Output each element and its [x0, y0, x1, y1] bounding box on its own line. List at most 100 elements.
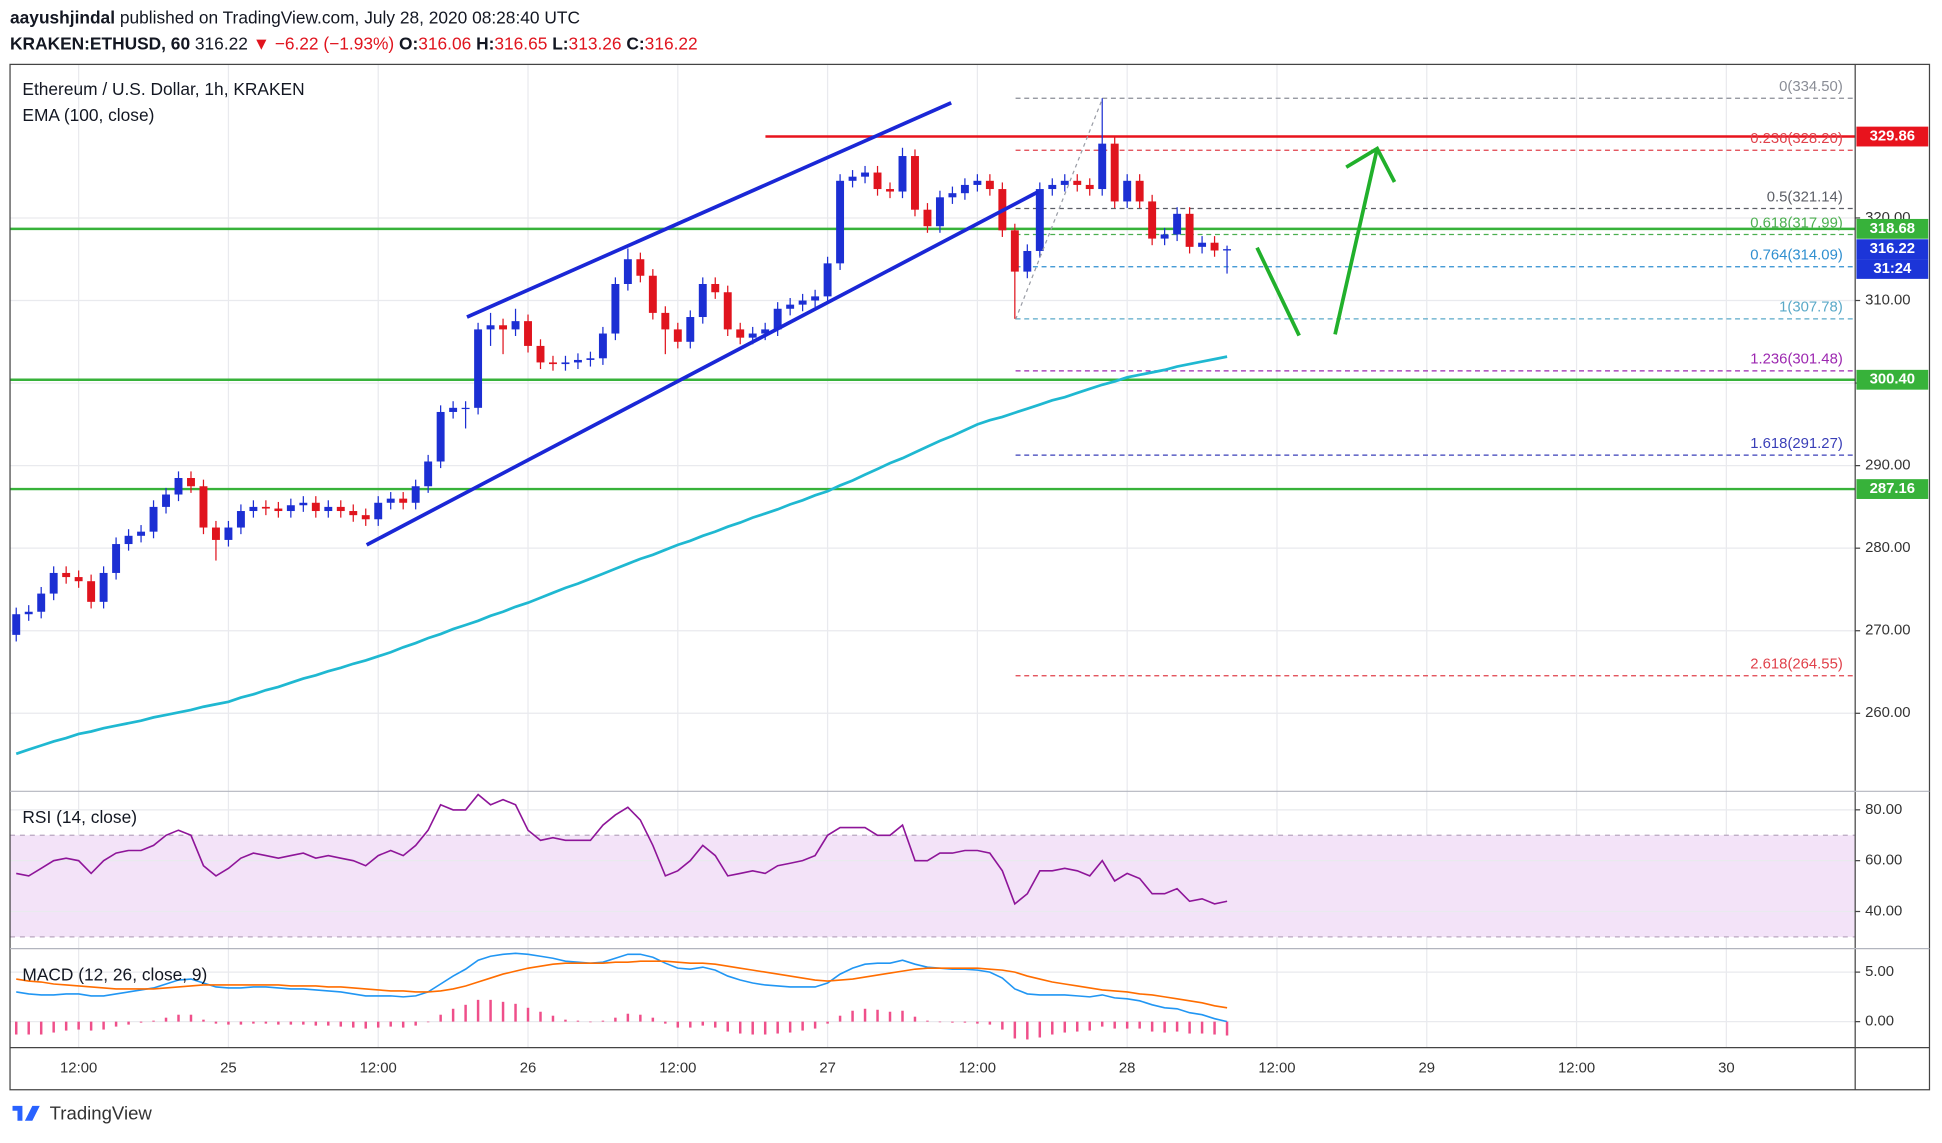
- y-tick-label: 60.00: [1865, 853, 1902, 869]
- labels-layer: 12:00 25 12:00 26 12:00 27 12:00 28 12:00 29 12:00…: [22, 79, 1929, 1077]
- candle-body: [898, 156, 907, 192]
- histogram-bar: [1113, 1021, 1116, 1029]
- candle-body: [948, 193, 957, 198]
- candle-body: [848, 176, 857, 181]
- indicator-line: [16, 793, 1228, 906]
- histogram-bar: [352, 1021, 355, 1028]
- histogram-bar: [851, 1010, 854, 1022]
- candle-body: [723, 292, 732, 330]
- histogram-bar: [1213, 1021, 1216, 1035]
- histogram-bar: [302, 1021, 305, 1025]
- candle-body: [486, 325, 495, 330]
- candle-body: [985, 180, 994, 190]
- candle-body: [1085, 184, 1094, 190]
- candle-body: [761, 329, 770, 334]
- candle-body: [698, 283, 707, 318]
- candle-body: [973, 180, 982, 185]
- histogram-bar: [14, 1021, 18, 1035]
- candle-body: [349, 511, 358, 516]
- y-tick-label: 5.00: [1865, 964, 1894, 980]
- low-value: 313.26: [569, 33, 622, 53]
- trend-line: [466, 101, 952, 319]
- candle-body: [286, 505, 295, 512]
- histogram-bar: [401, 1021, 405, 1028]
- x-tick-label: 12:00: [60, 1061, 97, 1077]
- candle-body: [1135, 180, 1144, 202]
- candle-body: [1185, 213, 1194, 247]
- symbol: KRAKEN:ETHUSD, 60: [10, 33, 190, 53]
- histogram-bar: [39, 1021, 43, 1035]
- candle-body: [1148, 201, 1157, 239]
- histogram-bar: [1088, 1021, 1091, 1031]
- histogram-bar: [1063, 1021, 1067, 1033]
- candle-body: [1223, 249, 1232, 251]
- ohlc-label: C:: [626, 33, 644, 53]
- candle-body: [24, 611, 33, 615]
- candle-body: [1073, 180, 1082, 185]
- candle-body: [124, 535, 133, 545]
- candle-body: [1123, 180, 1132, 202]
- candle-body: [37, 593, 46, 612]
- candle-body: [636, 259, 645, 276]
- candle-body: [661, 312, 670, 330]
- candle-body: [499, 325, 508, 330]
- histogram-bar: [501, 1001, 505, 1022]
- candle-body: [149, 506, 158, 532]
- candle-body: [923, 209, 932, 227]
- histogram-bar: [264, 1021, 268, 1024]
- histogram-bar: [601, 1020, 605, 1022]
- histogram-bar: [489, 999, 492, 1022]
- candle-body: [187, 478, 195, 487]
- y-tick-label: 40.00: [1865, 903, 1902, 919]
- frame: [9, 63, 1931, 1091]
- candle-body: [236, 511, 245, 528]
- fib-label: 1.618(291.27): [1750, 436, 1843, 452]
- countdown-tag: 31:24: [1873, 261, 1912, 277]
- histogram-bar: [1225, 1021, 1229, 1036]
- level-tag: 300.40: [1870, 372, 1915, 388]
- candle-body: [361, 515, 370, 520]
- x-tick-label: 12:00: [959, 1061, 996, 1077]
- x-tick-label: 12:00: [659, 1061, 696, 1077]
- last-price-tag: 316.22: [1870, 241, 1915, 257]
- indicator-line: [16, 960, 1228, 1009]
- last-price: 316.22: [195, 33, 248, 53]
- candle-body: [199, 486, 208, 528]
- histogram-bar: [589, 1021, 592, 1023]
- histogram-bar: [1138, 1021, 1141, 1029]
- level-tag: 318.68: [1870, 221, 1915, 237]
- arrow-down: [1255, 246, 1301, 337]
- candle-body: [524, 321, 532, 346]
- candle-body: [99, 572, 108, 602]
- x-tick-label: 27: [819, 1061, 836, 1077]
- histogram-bar: [676, 1021, 680, 1028]
- candle-body: [736, 329, 745, 338]
- histogram-bar: [626, 1013, 630, 1022]
- histogram-bar: [1013, 1021, 1017, 1039]
- histogram-bar: [389, 1021, 392, 1027]
- histogram-bar: [289, 1021, 293, 1025]
- header-line-2: KRAKEN:ETHUSD, 60 316.22 ▼ −6.22 (−1.93%…: [10, 33, 698, 53]
- fib-label: 0.236(328.20): [1750, 131, 1843, 147]
- x-tick-label: 12:00: [1258, 1061, 1295, 1077]
- x-tick-label: 12:00: [1558, 1061, 1595, 1077]
- y-tick-label: 260.00: [1865, 705, 1910, 721]
- histogram-bar: [514, 1003, 517, 1022]
- candle-body: [573, 359, 582, 363]
- change: ▼ −6.22 (−1.93%): [253, 33, 394, 53]
- candle-body: [1023, 250, 1032, 272]
- pane-title: MACD (12, 26, close, 9): [22, 964, 207, 984]
- candle-body: [137, 531, 146, 536]
- histogram-bar: [751, 1021, 754, 1035]
- y-tick-label: 80.00: [1865, 802, 1902, 818]
- fib-label: 2.618(264.55): [1750, 657, 1843, 673]
- histogram-bar: [27, 1021, 30, 1035]
- x-tick-label: 30: [1718, 1061, 1735, 1077]
- x-tick-label: 12:00: [360, 1061, 397, 1077]
- histogram-bar: [426, 1021, 430, 1023]
- ohlc-label: O:: [399, 33, 418, 53]
- histogram-bar: [664, 1021, 667, 1024]
- x-tick-label: 26: [520, 1061, 537, 1077]
